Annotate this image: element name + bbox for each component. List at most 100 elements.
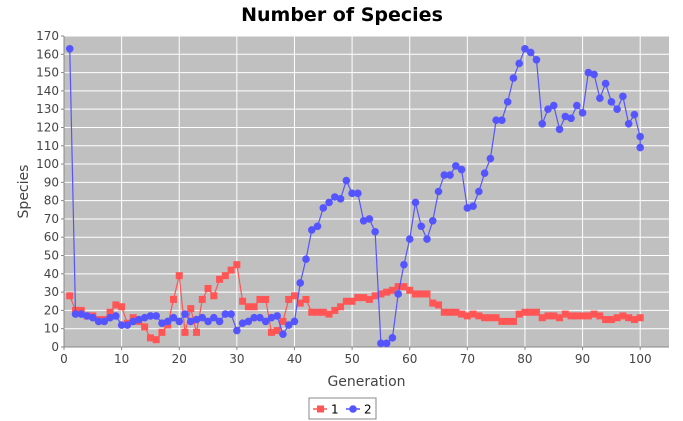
series-2-point — [452, 162, 460, 170]
series-2-point — [319, 204, 328, 212]
y-tick-label: 140 — [36, 84, 59, 98]
series-1-point — [538, 314, 546, 322]
series-1-point — [584, 312, 592, 320]
series-2-point — [555, 125, 564, 134]
series-1-point — [406, 286, 414, 294]
series-2-point — [630, 110, 639, 119]
legend-marker-series-2 — [349, 405, 357, 413]
series-2-point — [601, 79, 610, 88]
series-2-point — [94, 317, 103, 326]
series-2-point — [140, 313, 149, 322]
y-tick-label: 80 — [44, 194, 59, 208]
series-2-point — [204, 317, 212, 326]
y-tick-label: 110 — [36, 139, 59, 153]
series-1-point — [504, 317, 512, 325]
x-tick-label: 20 — [172, 352, 187, 366]
legend-label-series-2: 2 — [364, 403, 372, 417]
series-1-point — [544, 312, 552, 320]
series-1-point — [440, 308, 448, 316]
series-2-point — [181, 310, 189, 318]
series-1-point — [509, 317, 517, 325]
series-1-point — [250, 303, 258, 311]
series-2-point — [279, 330, 287, 338]
series-2-point — [146, 312, 155, 320]
series-2-point — [382, 339, 391, 348]
series-1-point — [400, 283, 408, 291]
y-tick-label: 70 — [44, 212, 59, 226]
series-1-point — [112, 301, 120, 309]
series-2-point — [71, 310, 80, 318]
series-1-point — [377, 290, 385, 298]
series-2-point — [210, 313, 218, 322]
series-1-point — [319, 308, 327, 316]
series-2-point — [515, 59, 523, 68]
series-2-point — [434, 187, 443, 196]
series-1-point — [498, 317, 506, 325]
series-2-point — [359, 216, 368, 225]
series-1-point — [486, 314, 494, 322]
series-2-point — [129, 317, 137, 326]
series-1-point — [619, 312, 627, 320]
series-2-point — [100, 317, 109, 326]
series-2-point — [256, 313, 264, 322]
y-axis-title: Species — [16, 165, 32, 219]
series-1-point — [423, 290, 431, 298]
series-2-point — [112, 312, 120, 320]
y-tick-label: 130 — [36, 102, 59, 116]
y-tick-label: 170 — [36, 29, 59, 43]
series-2-point — [538, 120, 547, 128]
series-1-point — [383, 288, 391, 296]
x-tick-label: 60 — [402, 352, 417, 366]
series-1-point — [158, 328, 166, 336]
series-2-point — [302, 255, 310, 263]
series-1-point — [314, 308, 322, 316]
y-tick-label: 30 — [44, 285, 59, 299]
series-2-point — [532, 55, 541, 64]
series-2-point — [388, 334, 397, 342]
series-1-point — [244, 303, 252, 311]
series-1-point — [590, 310, 598, 318]
series-2-point — [607, 98, 616, 106]
series-1-point — [290, 292, 298, 300]
y-tick-label: 120 — [36, 120, 59, 134]
series-1-point — [602, 316, 610, 324]
series-1-point — [365, 295, 373, 303]
series-2-point — [215, 317, 224, 326]
series-2-point — [400, 260, 408, 269]
series-2-point — [267, 313, 276, 322]
series-2-point — [117, 321, 126, 329]
series-2-point — [296, 279, 305, 287]
series-2-point — [469, 202, 477, 210]
series-2-point — [377, 339, 385, 348]
series-2-point — [567, 114, 575, 123]
series-2-point — [590, 70, 598, 79]
x-tick-label: 40 — [287, 352, 302, 366]
series-2-point — [486, 154, 495, 163]
series-1-point — [239, 297, 247, 305]
series-2-point — [325, 198, 333, 207]
series-2-point — [417, 222, 426, 231]
series-1-point — [567, 312, 575, 320]
series-1-point — [561, 310, 569, 318]
series-1-point — [204, 284, 212, 292]
series-2-point — [273, 312, 281, 320]
series-2-point — [521, 45, 529, 53]
series-1-point — [371, 292, 379, 300]
series-layer — [65, 45, 644, 348]
series-1-point — [285, 295, 293, 303]
series-2-point — [163, 317, 172, 326]
series-1-point — [532, 308, 540, 316]
series-2-point — [135, 315, 143, 324]
series-1-point — [262, 295, 270, 303]
series-1-point — [273, 327, 281, 335]
series-1-point — [579, 312, 587, 320]
series-1-point — [607, 316, 615, 324]
series-2-point — [475, 187, 483, 196]
series-1-point — [227, 266, 235, 274]
series-2 — [65, 45, 644, 348]
series-1-point — [573, 312, 581, 320]
series-2-point — [578, 109, 587, 117]
series-1-point — [308, 308, 316, 316]
series-2-point — [244, 317, 253, 326]
series-1-point — [175, 272, 183, 280]
